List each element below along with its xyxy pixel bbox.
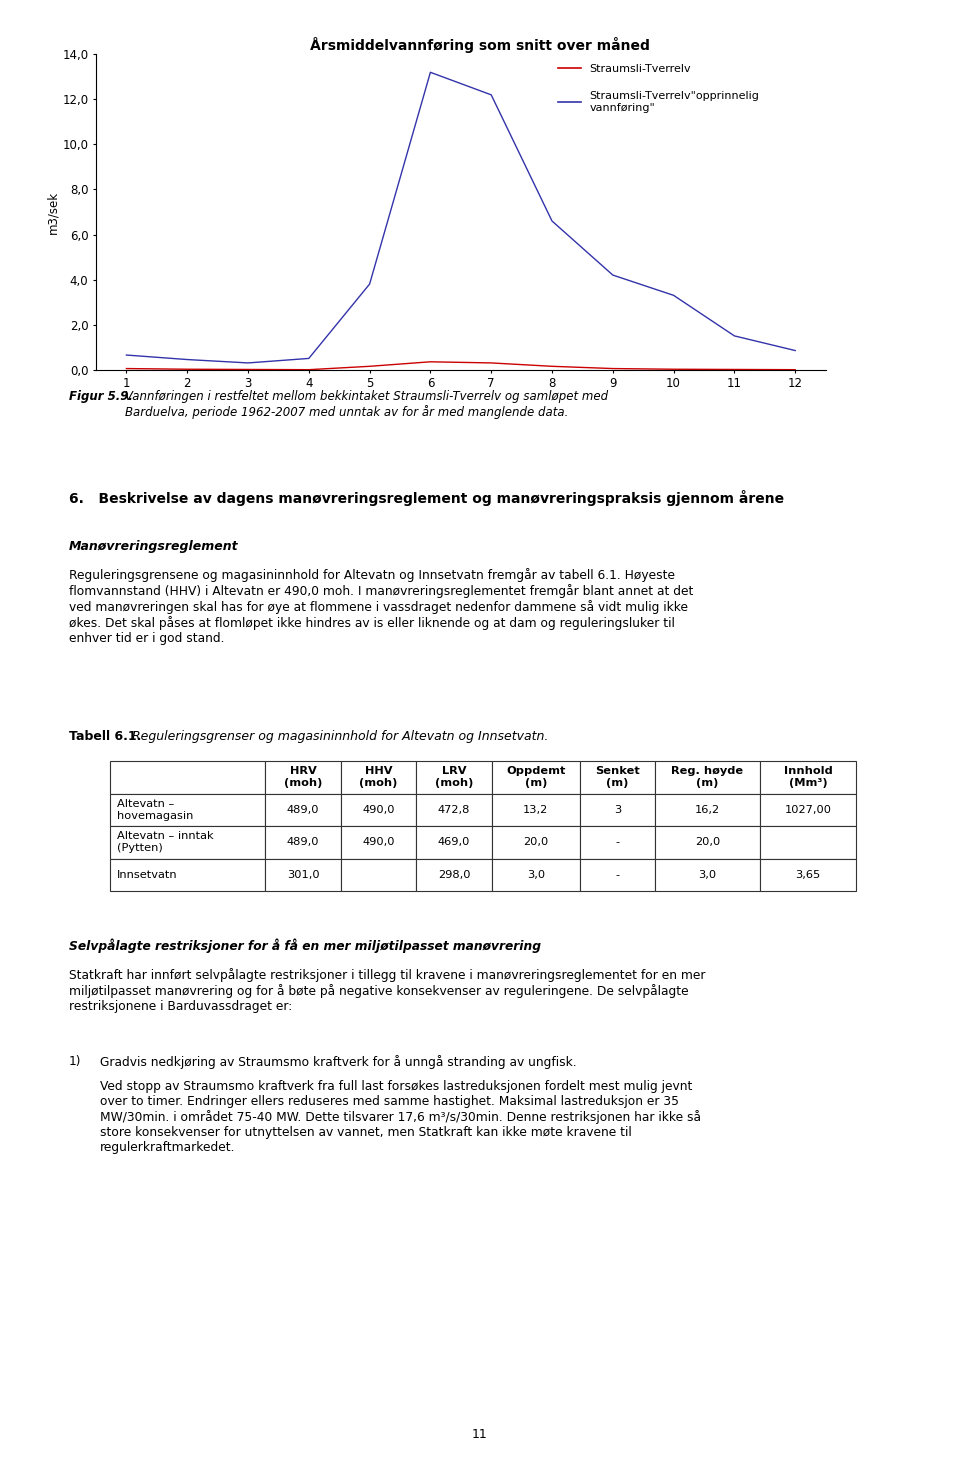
Legend: Straumsli-Tverrelv, Straumsli-Tverrelv"opprinnelig
vannføring": Straumsli-Tverrelv, Straumsli-Tverrelv"o… — [554, 60, 764, 117]
Text: Selvpålagte restriksjoner for å få en mer miljøtilpasset manøvrering: Selvpålagte restriksjoner for å få en me… — [69, 937, 541, 952]
Text: Vannføringen i restfeltet mellom bekkintaket Straumsli-Tverrelv og samløpet med
: Vannføringen i restfeltet mellom bekkint… — [125, 390, 608, 420]
Text: Statkraft har innført selvpålagte restriksjoner i tillegg til kravene i manøvrer: Statkraft har innført selvpålagte restri… — [69, 968, 706, 1014]
Text: Reguleringsgrensene og magasininnhold for Altevatn og Innsetvatn fremgår av tabe: Reguleringsgrensene og magasininnhold fo… — [69, 568, 693, 645]
Text: 11: 11 — [472, 1427, 488, 1441]
Text: Gradvis nedkjøring av Straumsmo kraftverk for å unngå stranding av ungfisk.: Gradvis nedkjøring av Straumsmo kraftver… — [100, 1055, 576, 1069]
Text: Figur 5.9.: Figur 5.9. — [69, 390, 137, 403]
Text: Reguleringsgrenser og magasininnhold for Altevatn og Innsetvatn.: Reguleringsgrenser og magasininnhold for… — [132, 731, 548, 742]
Text: 6.   Beskrivelse av dagens manøvreringsreglement og manøvreringspraksis gjennom : 6. Beskrivelse av dagens manøvreringsreg… — [69, 490, 784, 506]
Text: Tabell 6.1.: Tabell 6.1. — [69, 731, 146, 742]
Text: Årsmiddelvannføring som snitt over måned: Årsmiddelvannføring som snitt over måned — [310, 37, 650, 53]
Y-axis label: m3/sek: m3/sek — [46, 191, 60, 233]
Text: Manøvreringsreglement: Manøvreringsreglement — [69, 540, 239, 553]
Text: Ved stopp av Straumsmo kraftverk fra full last forsøkes lastreduksjonen fordelt : Ved stopp av Straumsmo kraftverk fra ful… — [100, 1080, 701, 1155]
Text: 1): 1) — [69, 1055, 82, 1068]
